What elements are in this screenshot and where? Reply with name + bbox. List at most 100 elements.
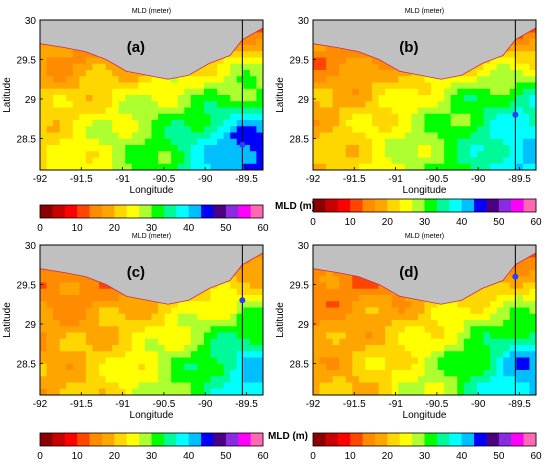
mld-cell bbox=[171, 376, 179, 384]
mld-cell bbox=[79, 332, 87, 340]
colorbar-swatch bbox=[64, 433, 78, 446]
mld-cell bbox=[112, 76, 120, 84]
mld-cell bbox=[171, 120, 179, 127]
panel-b: MLD (meter)(b)-92 -91.5 -91 -90.5 -90 -89.530… bbox=[275, 8, 542, 228]
mld-cell bbox=[372, 163, 380, 170]
mld-cell bbox=[417, 82, 426, 90]
mld-cell bbox=[404, 101, 412, 109]
mld-cell bbox=[313, 320, 321, 327]
mld-cell bbox=[249, 301, 258, 309]
mld-cell bbox=[339, 82, 347, 90]
mld-cell bbox=[358, 288, 367, 296]
mld-cell bbox=[476, 326, 485, 334]
mld-cell bbox=[46, 270, 54, 277]
mld-cell bbox=[85, 95, 94, 102]
mld-cell bbox=[118, 370, 126, 377]
mld-cell bbox=[249, 32, 258, 40]
mld-cell bbox=[223, 326, 231, 334]
mld-cell bbox=[522, 376, 531, 384]
mld-cell bbox=[46, 76, 54, 84]
mld-cell bbox=[177, 126, 185, 134]
mld-cell bbox=[372, 76, 380, 84]
mld-cell bbox=[230, 320, 238, 327]
mld-cell bbox=[53, 276, 61, 284]
mld-cell bbox=[476, 113, 485, 121]
mld-cell bbox=[138, 313, 146, 321]
mld-cell bbox=[444, 113, 452, 121]
mld-cell bbox=[352, 151, 360, 159]
mld-cell bbox=[411, 307, 419, 315]
mld-cell bbox=[177, 376, 185, 384]
mld-cell bbox=[72, 363, 80, 371]
colorbar-tick-label: 60 bbox=[530, 217, 542, 228]
mld-cell bbox=[476, 338, 485, 346]
mld-cell bbox=[112, 145, 120, 152]
mld-cell bbox=[46, 132, 54, 140]
mld-cell bbox=[404, 163, 412, 170]
mld-cell bbox=[529, 157, 536, 165]
mld-cell bbox=[437, 107, 445, 115]
mld-cell bbox=[105, 388, 113, 395]
mld-cell bbox=[79, 382, 87, 390]
mld-cell bbox=[190, 338, 199, 346]
mld-cell bbox=[256, 270, 263, 277]
mld-cell bbox=[203, 326, 212, 334]
mld-cell bbox=[66, 157, 74, 165]
mld-cell bbox=[125, 132, 133, 140]
mld-cell bbox=[138, 332, 146, 340]
mld-cell bbox=[476, 157, 485, 165]
mld-cell bbox=[529, 82, 536, 90]
mld-cell bbox=[529, 307, 536, 315]
mld-cell bbox=[378, 301, 386, 309]
mld-cell bbox=[151, 113, 159, 121]
mld-cell bbox=[217, 288, 225, 296]
mld-cell bbox=[72, 151, 80, 159]
mld-cell bbox=[210, 357, 218, 365]
mld-cell bbox=[483, 376, 491, 384]
mld-cell bbox=[365, 126, 373, 134]
mld-cell bbox=[358, 376, 367, 384]
mld-cell bbox=[470, 132, 478, 140]
mld-cell bbox=[372, 388, 380, 395]
mld-cell bbox=[496, 332, 504, 340]
mld-cell bbox=[522, 363, 531, 371]
mld-cell bbox=[326, 363, 334, 371]
mld-cell bbox=[345, 157, 353, 165]
mld-cell bbox=[66, 63, 74, 71]
mld-cell bbox=[365, 388, 373, 395]
mld-cell bbox=[365, 307, 373, 315]
mld-cell bbox=[391, 338, 399, 346]
mld-cell bbox=[59, 88, 67, 96]
mld-cell bbox=[463, 376, 472, 384]
mld-cell bbox=[217, 295, 225, 302]
mld-cell bbox=[66, 95, 74, 102]
mld-cell bbox=[496, 295, 504, 302]
mld-cell bbox=[249, 151, 258, 159]
mld-cell bbox=[217, 101, 225, 109]
mld-cell bbox=[404, 88, 412, 96]
mld-cell bbox=[40, 307, 48, 315]
mld-cell bbox=[40, 332, 48, 340]
mld-cell bbox=[496, 57, 504, 65]
mld-cell bbox=[40, 76, 48, 84]
mld-cell bbox=[66, 320, 74, 327]
mld-cell bbox=[53, 163, 61, 170]
mld-cell bbox=[190, 101, 199, 109]
mld-cell bbox=[365, 338, 373, 346]
mld-cell bbox=[437, 357, 445, 365]
mld-cell bbox=[40, 376, 48, 384]
mld-cell bbox=[72, 338, 80, 346]
mld-cell bbox=[53, 51, 61, 59]
mld-cell bbox=[457, 370, 465, 377]
mld-cell bbox=[391, 101, 399, 109]
mld-cell bbox=[345, 63, 353, 71]
mld-cell bbox=[99, 382, 107, 390]
mld-cell bbox=[177, 307, 185, 315]
mld-cell bbox=[223, 151, 231, 159]
mld-cell bbox=[236, 270, 244, 277]
mld-cell bbox=[483, 295, 491, 302]
mld-cell bbox=[40, 107, 48, 115]
mld-cell bbox=[256, 257, 263, 265]
mld-cell bbox=[431, 376, 439, 384]
mld-cell bbox=[490, 332, 498, 340]
